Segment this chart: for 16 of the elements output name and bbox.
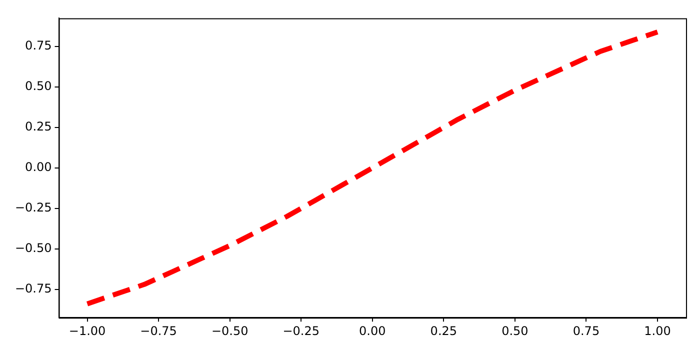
y-tick-label: 0.50 bbox=[25, 79, 52, 94]
y-tick-label: −0.25 bbox=[14, 200, 52, 214]
x-tick-label: 0.25 bbox=[430, 324, 458, 338]
x-tick-label: −1.00 bbox=[68, 324, 106, 338]
y-tick-label: 0.25 bbox=[25, 120, 52, 134]
x-tick-label: −0.25 bbox=[282, 324, 320, 338]
y-tick-label: 0.00 bbox=[25, 160, 52, 174]
x-tick-label: 0.75 bbox=[572, 324, 600, 338]
x-tick-label: −0.50 bbox=[211, 324, 248, 338]
x-tick-label: −0.75 bbox=[140, 324, 177, 338]
x-tick-label: 1.00 bbox=[644, 324, 671, 338]
y-tick-label: −0.75 bbox=[14, 281, 52, 296]
x-tick-label: 0.00 bbox=[359, 324, 386, 338]
y-tick-label: 0.75 bbox=[25, 38, 52, 53]
x-tick-label: 0.50 bbox=[502, 324, 528, 338]
y-tick-label: −0.50 bbox=[14, 240, 52, 255]
